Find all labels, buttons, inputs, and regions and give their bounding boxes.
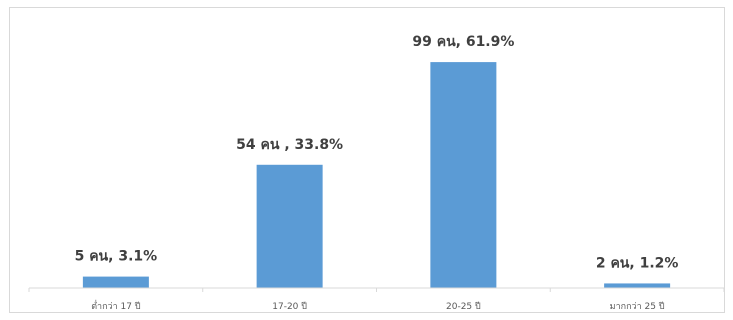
data-labels-group: 5 คน, 3.1% 54 คน , 33.8% 99 คน, 61.9% 2 คน,…	[75, 34, 679, 271]
x-tick-label: 20-25 ปี	[446, 301, 481, 312]
x-tick-label: มากกว่า 25 ปี	[610, 301, 665, 312]
bars-group	[82, 62, 671, 288]
bar	[430, 62, 497, 288]
data-label: 2 คน, 1.2%	[596, 255, 679, 271]
x-tick-label: 17-20 ปี	[272, 301, 307, 312]
bar	[82, 276, 149, 288]
data-label: 99 คน, 61.9%	[412, 34, 514, 50]
x-tick-label: ต่ำกว่า 17 ปี	[91, 299, 141, 312]
x-ticks-group	[28, 288, 725, 292]
data-label: 54 คน , 33.8%	[236, 137, 343, 153]
x-tick-labels-group: ต่ำกว่า 17 ปี 17-20 ปี 20-25 ปี มากกว่า 25 …	[91, 299, 665, 312]
bar	[604, 283, 671, 288]
chart-frame	[9, 7, 725, 313]
bar	[256, 164, 323, 288]
data-label: 5 คน, 3.1%	[75, 249, 158, 265]
